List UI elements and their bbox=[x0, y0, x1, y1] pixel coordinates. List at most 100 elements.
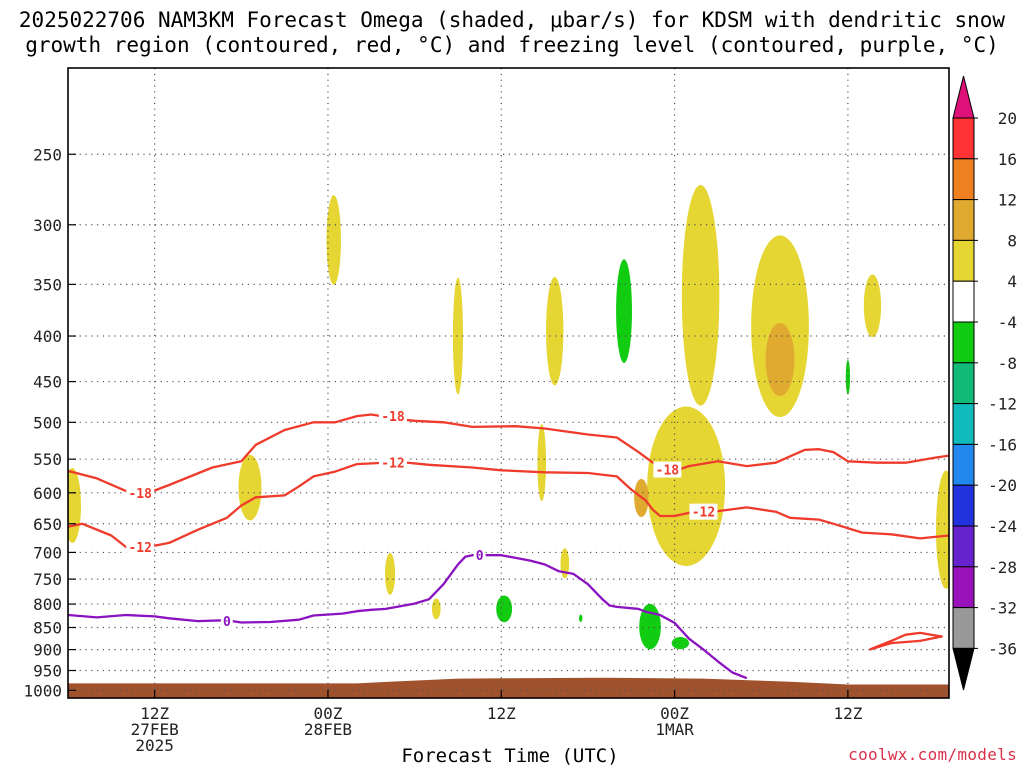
y-tick-label-350: 350 bbox=[33, 275, 62, 294]
colorbar-swatch-0 bbox=[952, 117, 975, 160]
omega-cell-3 bbox=[385, 552, 396, 595]
colorbar-label: -24 bbox=[988, 517, 1017, 536]
contour-label-bg bbox=[126, 484, 155, 501]
terrain-layer bbox=[68, 677, 949, 698]
colorbar-label: 8 bbox=[1007, 231, 1017, 250]
omega-cell-21 bbox=[671, 636, 690, 650]
y-tick-label-500: 500 bbox=[33, 413, 62, 432]
plot-frame bbox=[67, 67, 950, 699]
x-tick-label: 2025 bbox=[135, 736, 174, 755]
y-tick-label-250: 250 bbox=[33, 145, 62, 164]
omega-cell-0 bbox=[326, 195, 341, 285]
omega-cell-7 bbox=[546, 276, 564, 386]
contour-line-1 bbox=[68, 460, 949, 550]
omega-cell-1 bbox=[68, 467, 81, 544]
colorbar-swatch-10 bbox=[952, 525, 975, 568]
omega-cell-10 bbox=[647, 406, 726, 567]
chart-title-line-2: growth region (contoured, red, °C) and f… bbox=[25, 33, 999, 57]
omega-cell-13 bbox=[936, 470, 949, 589]
x-tick-label: 12Z bbox=[140, 704, 169, 723]
contour-label-bg bbox=[689, 503, 718, 520]
y-tick-label-750: 750 bbox=[33, 570, 62, 589]
x-tick-label: 12Z bbox=[833, 704, 862, 723]
y-tick-label-300: 300 bbox=[33, 216, 62, 235]
colorbar-swatch-8 bbox=[952, 443, 975, 486]
contour-label: -18 bbox=[128, 487, 152, 502]
y-tick-label-400: 400 bbox=[33, 327, 62, 346]
colorbar-swatch-7 bbox=[952, 403, 975, 445]
omega-cell-20 bbox=[639, 603, 661, 650]
credit-link[interactable]: coolwx.com/models bbox=[848, 745, 1017, 764]
omega-cell-16 bbox=[616, 259, 632, 363]
y-tick-label-650: 650 bbox=[33, 515, 62, 534]
colorbar-label: -36 bbox=[988, 639, 1017, 658]
contour-label: -18 bbox=[656, 464, 680, 479]
colorbar-label: -28 bbox=[988, 558, 1017, 577]
colorbar-bottom-arrow bbox=[952, 647, 975, 691]
colorbar-top-arrow bbox=[952, 75, 975, 119]
x-tick-label: 12Z bbox=[487, 704, 516, 723]
contour-label: 0 bbox=[223, 615, 231, 630]
colorbar-label: -12 bbox=[988, 395, 1017, 414]
colorbar-label: 16 bbox=[998, 150, 1017, 169]
colorbar-label: -32 bbox=[988, 599, 1017, 618]
x-tick-label: 00Z bbox=[314, 704, 343, 723]
contour-label: 0 bbox=[476, 549, 484, 564]
omega-cell-6 bbox=[537, 424, 547, 502]
omega-cell-14 bbox=[765, 322, 795, 396]
x-tick-label: 1MAR bbox=[655, 720, 694, 739]
contour-line-0 bbox=[68, 413, 949, 498]
colorbar-swatch-5 bbox=[952, 321, 975, 364]
x-tick-label: 00Z bbox=[660, 704, 689, 723]
y-tick-label-450: 450 bbox=[33, 373, 62, 392]
omega-cell-18 bbox=[496, 595, 513, 623]
grid-layer bbox=[68, 68, 949, 698]
contour-label-bg bbox=[378, 454, 407, 471]
contour-label: -12 bbox=[692, 506, 715, 521]
x-tick-label: 28FEB bbox=[304, 720, 352, 739]
y-tick-label-600: 600 bbox=[33, 484, 62, 503]
colorbar-swatch-12 bbox=[952, 607, 975, 649]
colorbar-swatch-9 bbox=[952, 484, 975, 527]
x-tick-label: 27FEB bbox=[131, 720, 179, 739]
contour-label: -18 bbox=[381, 410, 405, 425]
contour-line-3 bbox=[869, 631, 943, 651]
omega-cell-19 bbox=[578, 614, 583, 623]
y-tick-label-1000: 1000 bbox=[23, 681, 62, 700]
omega-shading-layer bbox=[68, 184, 949, 650]
colorbar: 20 16 12 8 4 -4 -8 -12 -16 -20 -24 -28 -32 -36 bbox=[952, 75, 1017, 691]
contour-label-bg bbox=[220, 613, 233, 630]
omega-cell-5 bbox=[452, 277, 464, 395]
contour-label-bg bbox=[473, 547, 486, 564]
colorbar-label: -16 bbox=[988, 435, 1017, 454]
omega-cell-17 bbox=[845, 359, 851, 395]
omega-cell-4 bbox=[431, 598, 441, 620]
omega-cell-12 bbox=[863, 274, 882, 338]
contour-line-2 bbox=[68, 554, 748, 680]
y-tick-label-550: 550 bbox=[33, 450, 62, 469]
x-axis-label: Forecast Time (UTC) bbox=[401, 745, 619, 767]
y-tick-label-700: 700 bbox=[33, 543, 62, 562]
y-tick-label-900: 900 bbox=[33, 641, 62, 660]
contour-label-bg bbox=[378, 408, 407, 425]
colorbar-label: -4 bbox=[998, 313, 1017, 332]
colorbar-label: -8 bbox=[998, 354, 1017, 373]
y-tick-label-850: 850 bbox=[33, 618, 62, 637]
colorbar-swatch-3 bbox=[952, 239, 975, 282]
omega-cell-9 bbox=[681, 184, 720, 406]
colorbar-label: 12 bbox=[998, 191, 1017, 210]
y-axis: 250 300 350 400 450 500 550 600 650 700 750 800 850 9… bbox=[23, 145, 76, 700]
contour-layer: -18 -18 -18 -12 -12 -12 0 0 bbox=[68, 408, 949, 680]
y-tick-label-800: 800 bbox=[33, 595, 62, 614]
contour-label: -12 bbox=[128, 541, 151, 556]
omega-cell-2 bbox=[238, 454, 262, 521]
colorbar-swatch-1 bbox=[952, 158, 975, 201]
contour-label: -12 bbox=[381, 457, 404, 472]
terrain-fill bbox=[68, 677, 949, 698]
contour-label-bg bbox=[653, 461, 682, 478]
colorbar-label: 20 bbox=[998, 109, 1017, 128]
chart-title-line-1: 2025022706 NAM3KM Forecast Omega (shaded… bbox=[18, 8, 1006, 32]
colorbar-label: 4 bbox=[1007, 272, 1017, 291]
